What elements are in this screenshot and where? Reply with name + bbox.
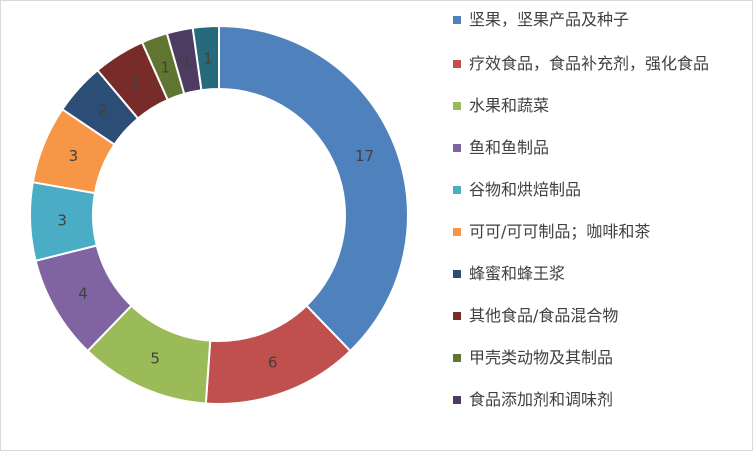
legend-label: 水果和蔬菜 <box>469 96 550 115</box>
legend-label: 甲壳类动物及其制品 <box>469 348 614 367</box>
slice-value-label-11: 1 <box>203 49 213 67</box>
legend-swatch <box>453 312 461 320</box>
slice-value-label-3: 5 <box>150 349 160 367</box>
slice-value-label-4: 4 <box>78 285 88 303</box>
legend-label: 谷物和烘焙制品 <box>469 180 582 199</box>
slice-value-label-10: 1 <box>182 52 192 70</box>
donut-slice-11 <box>191 24 220 92</box>
legend-label: 食品添加剂和调味剂 <box>469 390 614 409</box>
legend-label: 鱼和鱼制品 <box>469 138 550 157</box>
legend-swatch <box>453 60 461 68</box>
legend-swatch <box>453 102 461 110</box>
legend-swatch <box>453 270 461 278</box>
legend-label: 其他食品/食品混合物 <box>469 306 619 325</box>
legend-swatch <box>453 144 461 152</box>
slice-value-label-6: 3 <box>69 147 79 165</box>
legend-label: 疗效食品，食品补充剂，强化食品 <box>469 54 710 73</box>
donut-slices <box>29 24 409 405</box>
slice-value-label-1: 17 <box>355 147 374 165</box>
donut-slice-1 <box>218 24 409 353</box>
slice-value-label-5: 3 <box>57 211 67 229</box>
slice-value-label-9: 1 <box>161 58 171 76</box>
legend-swatch <box>453 396 461 404</box>
legend-label: 可可/可可制品；咖啡和茶 <box>469 222 651 241</box>
legend-label: 蜂蜜和蜂王浆 <box>469 264 566 283</box>
slice-value-label-7: 2 <box>98 101 108 119</box>
legend-swatch <box>453 228 461 236</box>
legend-swatch <box>453 354 461 362</box>
legend-swatch <box>453 16 461 24</box>
legend-label: 坚果，坚果产品及种子 <box>469 10 630 29</box>
slice-value-label-2: 6 <box>268 354 278 372</box>
legend-swatch <box>453 186 461 194</box>
slice-value-label-8: 2 <box>131 73 141 91</box>
